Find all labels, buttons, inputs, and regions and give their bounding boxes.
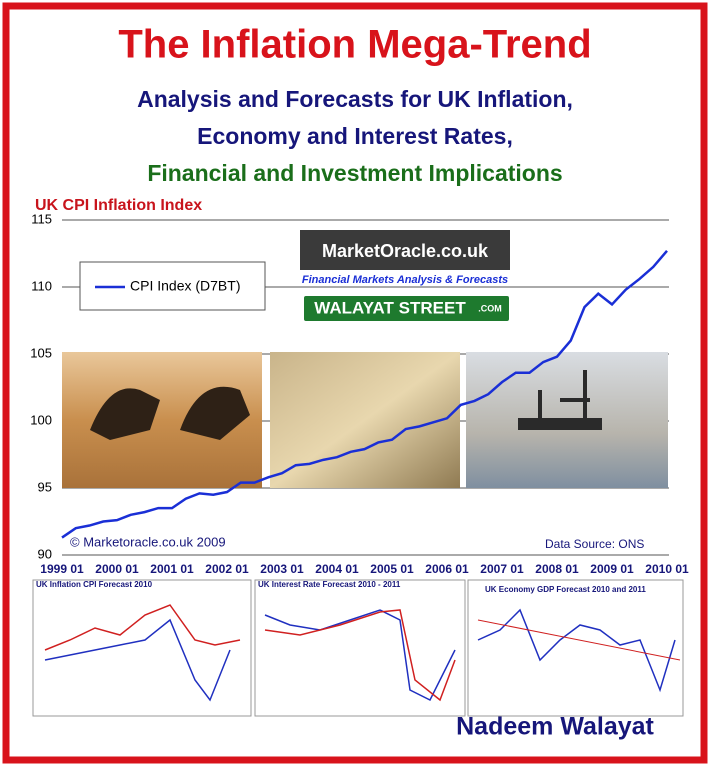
x-tick-label: 2010 01 — [645, 562, 689, 576]
plot — [62, 352, 668, 488]
y-tick-label: 90 — [38, 546, 52, 561]
y-tick-label: 95 — [38, 479, 52, 494]
author: Nadeem Walayat — [456, 713, 654, 741]
x-tick-label: 2007 01 — [480, 562, 524, 576]
logo-tagline: Financial Markets Analysis & Forecasts — [302, 274, 508, 286]
x-tick-label: 2000 01 — [95, 562, 139, 576]
x-tick-label: 2008 01 — [535, 562, 579, 576]
thumbnail — [32, 579, 252, 717]
thumbnail-title: UK Economy GDP Forecast 2010 and 2011 — [485, 585, 646, 594]
thumbnail-title: UK Inflation CPI Forecast 2010 — [36, 580, 153, 589]
thumb-line — [44, 618, 231, 702]
thumb-line — [264, 609, 456, 702]
thumb-line — [44, 604, 241, 651]
thumb-trend — [477, 619, 681, 661]
thumb-line — [477, 608, 676, 693]
x-tick-label: 2009 01 — [590, 562, 634, 576]
logo-box — [300, 230, 510, 270]
thumbnail — [467, 579, 684, 717]
legend-label: CPI Index (D7BT) — [130, 278, 240, 294]
y-tick-label: 105 — [30, 345, 52, 360]
thumbnail-title: UK Interest Rate Forecast 2010 - 2011 — [258, 580, 401, 589]
y-tick-label: 115 — [31, 211, 52, 226]
copyright: © Marketoracle.co.uk 2009 — [70, 534, 226, 549]
x-tick-label: 2004 01 — [315, 562, 359, 576]
subtitle: Economy and Interest Rates, — [197, 123, 513, 149]
x-tick-label: 2003 01 — [260, 562, 304, 576]
x-tick-label: 2005 01 — [370, 562, 414, 576]
source: Data Source: ONS — [545, 537, 644, 551]
y-tick-label: 100 — [30, 412, 52, 427]
logo-text: MarketOracle.co.uk — [322, 241, 489, 261]
line — [61, 250, 668, 539]
rig — [518, 370, 602, 430]
x-tick-label: 2001 01 — [150, 562, 194, 576]
street-sign — [302, 294, 511, 323]
title: The Inflation Mega-Trend — [118, 23, 591, 67]
street-suffix: .COM — [478, 303, 502, 313]
thumb-line — [264, 609, 456, 702]
photo-gold — [270, 352, 460, 488]
x-tick-label: 1999 01 — [40, 562, 84, 576]
street-text: WALAYAT STREET — [314, 298, 466, 317]
chart-title: UK CPI Inflation Index — [35, 197, 202, 214]
subtitle: Financial and Investment Implications — [147, 160, 562, 186]
silhouette — [90, 386, 250, 440]
thumbnail — [254, 579, 466, 717]
y-tick-label: 110 — [31, 278, 52, 293]
subtitle: Analysis and Forecasts for UK Inflation, — [137, 86, 573, 112]
thumbnail-charts — [32, 579, 684, 717]
x-tick-label: 2002 01 — [205, 562, 249, 576]
x-tick-label: 2006 01 — [425, 562, 469, 576]
